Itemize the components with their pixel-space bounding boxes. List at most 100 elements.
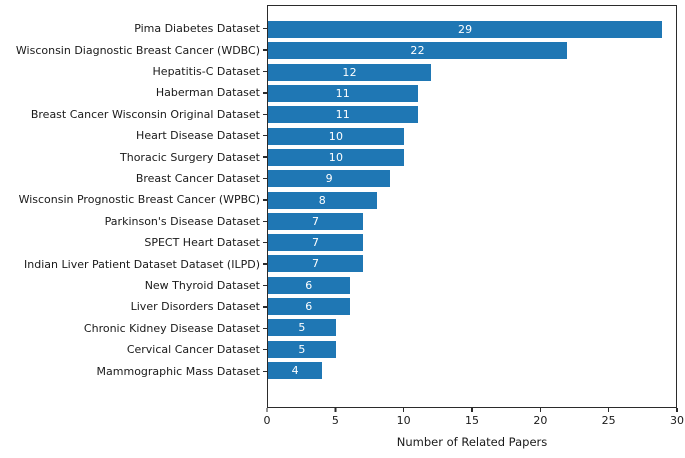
x-tick: 5 — [332, 408, 339, 426]
bar-row: 22 — [268, 40, 676, 61]
bar-value-label: 5 — [298, 342, 306, 356]
y-tick-mark — [263, 28, 267, 30]
bar-row: 5 — [268, 317, 676, 338]
y-tick-mark — [263, 327, 267, 330]
y-axis-label: Hepatitis-C Dataset — [152, 65, 260, 79]
bar-value-label: 6 — [305, 278, 313, 292]
y-axis-row: Haberman Dataset — [0, 82, 267, 103]
bar-row: 9 — [268, 168, 676, 189]
y-tick-mark — [263, 199, 267, 201]
bar: 8 — [268, 191, 377, 209]
bar: 9 — [268, 170, 391, 188]
y-axis-label: Parkinson's Disease Dataset — [104, 214, 260, 228]
bar: 7 — [268, 212, 364, 230]
x-tick: 15 — [465, 408, 479, 426]
bar-row: 11 — [268, 83, 676, 104]
bar: 11 — [268, 85, 418, 103]
y-axis-label: Cervical Cancer Dataset — [126, 343, 260, 357]
bar-row: 12 — [268, 62, 676, 83]
bar-value-label: 11 — [335, 108, 350, 122]
y-tick-mark — [263, 349, 267, 351]
y-axis-row: Pima Diabetes Dataset — [0, 18, 267, 39]
y-axis: Pima Diabetes Dataset Wisconsin Diagnosti… — [0, 5, 267, 408]
bar-value-label: 12 — [342, 65, 357, 79]
bar: 10 — [268, 127, 404, 145]
bar-value-label: 10 — [328, 129, 344, 143]
y-axis-row: Cervical Cancer Dataset — [0, 339, 267, 360]
y-tick-mark — [263, 113, 267, 116]
x-axis-title: Number of Related Papers — [396, 435, 548, 449]
bar-row: 4 — [268, 360, 676, 381]
bar-row: 11 — [268, 104, 676, 125]
x-tick-mark — [402, 408, 405, 412]
x-tick-mark — [539, 408, 542, 412]
bar-row: 7 — [268, 211, 676, 232]
bar-value-label: 7 — [311, 257, 320, 271]
y-axis-row: Chronic Kidney Disease Dataset — [0, 318, 267, 339]
y-axis-label: Wisconsin Prognostic Breast Cancer (WPBC… — [18, 193, 260, 207]
y-axis-row: Breast Cancer Wisconsin Original Dataset — [0, 104, 267, 125]
bar-value-label: 9 — [325, 172, 333, 186]
bar-row: 7 — [268, 232, 676, 253]
y-axis-label: Breast Cancer Dataset — [135, 172, 260, 186]
y-axis-row: Wisconsin Diagnostic Breast Cancer (WDBC… — [0, 39, 267, 60]
y-tick-mark — [263, 92, 267, 94]
bar: 6 — [268, 276, 350, 294]
bar: 5 — [268, 340, 336, 358]
x-tick-mark — [676, 408, 678, 412]
y-tick-mark — [263, 220, 267, 223]
bar-value-label: 29 — [457, 23, 473, 37]
bar: 7 — [268, 234, 364, 252]
plot-area: 29 22 12 11 11 10 10 9 8 7 7 7 6 6 5 5 4 — [267, 5, 677, 408]
bar-row: 10 — [268, 125, 676, 146]
x-tick-mark — [266, 408, 268, 412]
y-tick-mark — [263, 242, 267, 244]
bar: 22 — [268, 42, 568, 60]
bar-value-label: 7 — [311, 236, 320, 250]
x-tick-mark — [334, 408, 337, 412]
y-axis-row: New Thyroid Dataset — [0, 275, 267, 296]
bar-row: 6 — [268, 275, 676, 296]
y-tick-mark — [263, 306, 267, 308]
x-tick-label: 10 — [396, 414, 411, 427]
x-tick-label: 15 — [465, 414, 479, 427]
x-tick-label: 30 — [670, 414, 684, 427]
bar-value-label: 11 — [335, 87, 350, 101]
y-tick-mark — [263, 370, 267, 372]
y-axis-label: New Thyroid Dataset — [144, 279, 260, 293]
x-tick-mark — [607, 408, 610, 412]
bar: 4 — [268, 361, 323, 379]
bar-value-label: 7 — [311, 214, 320, 228]
x-tick-label: 20 — [533, 414, 548, 427]
x-tick-mark — [471, 408, 473, 412]
y-axis-row: Liver Disorders Dataset — [0, 296, 267, 317]
y-axis-label: Wisconsin Diagnostic Breast Cancer (WDBC… — [15, 43, 260, 57]
y-axis-row: Heart Disease Dataset — [0, 125, 267, 146]
y-axis-label: Chronic Kidney Disease Dataset — [83, 321, 260, 335]
y-axis-label: Haberman Dataset — [155, 86, 260, 100]
bar-value-label: 4 — [291, 363, 299, 377]
bar-row: 6 — [268, 296, 676, 317]
bar: 5 — [268, 319, 336, 337]
y-axis-label: Indian Liver Patient Dataset Dataset (IL… — [24, 257, 260, 271]
y-axis-row: SPECT Heart Dataset — [0, 232, 267, 253]
y-axis-label: Liver Disorders Dataset — [130, 300, 260, 314]
y-axis-row: Mammographic Mass Dataset — [0, 361, 267, 382]
bar-value-label: 10 — [328, 150, 344, 164]
x-tick-label: 0 — [263, 414, 271, 427]
bar-value-label: 5 — [298, 321, 306, 335]
bar-row: 29 — [268, 19, 676, 40]
y-axis-row: Parkinson's Disease Dataset — [0, 211, 267, 232]
bar-value-label: 6 — [305, 300, 313, 313]
y-tick-mark — [263, 177, 267, 180]
bar-row: 7 — [268, 253, 676, 274]
y-tick-mark — [263, 263, 267, 265]
y-axis-row: Indian Liver Patient Dataset Dataset (IL… — [0, 253, 267, 274]
y-tick-mark — [263, 284, 267, 287]
y-tick-mark — [263, 156, 267, 158]
bar: 7 — [268, 255, 364, 273]
y-axis-row: Wisconsin Prognostic Breast Cancer (WPBC… — [0, 189, 267, 210]
bar: 11 — [268, 106, 418, 124]
y-axis-row: Breast Cancer Dataset — [0, 168, 267, 189]
